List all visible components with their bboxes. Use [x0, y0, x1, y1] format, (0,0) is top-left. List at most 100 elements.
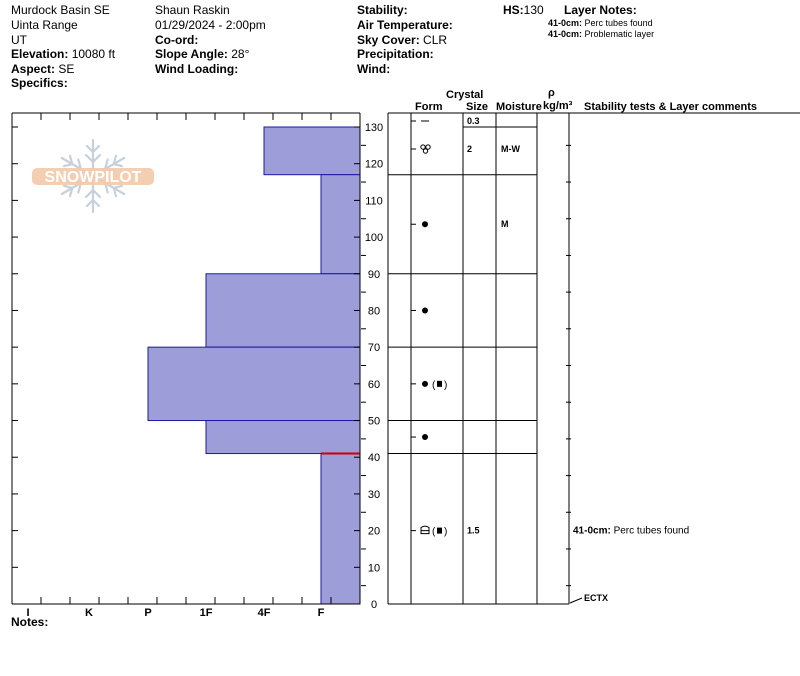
- hardness-bar: [205, 273, 361, 348]
- crystal-form-rounded-icon: [422, 221, 428, 228]
- depth-tick-label: 100: [365, 232, 383, 244]
- sky-row: Sky Cover: CLR: [357, 33, 447, 47]
- crystal-size-value: 2: [467, 144, 472, 154]
- hardness-tick-label: K: [85, 607, 93, 619]
- moisture-header: Moisture: [496, 101, 542, 113]
- crystal-form-faceted-icon: [437, 527, 442, 534]
- layer-comment-text: Perc tubes found: [614, 526, 690, 537]
- moisture-value: M: [501, 219, 509, 229]
- depth-tick-label: 120: [365, 159, 383, 171]
- hardness-tick-label: 1F: [200, 607, 213, 619]
- location-name: Murdock Basin SE: [11, 3, 110, 17]
- air-temp-label: Air Temperature:: [357, 18, 453, 32]
- crystal-form-melt-icon: [420, 144, 426, 150]
- depth-tick-label: 130: [365, 122, 383, 134]
- slope-row: Slope Angle: 28°: [155, 47, 249, 61]
- coord-label: Co-ord:: [155, 33, 199, 47]
- layer-comment: 41-0cm: Perc tubes found: [573, 526, 689, 537]
- sky-value: CLR: [423, 33, 448, 47]
- crystal-form-rounded-icon: [422, 380, 428, 387]
- hardness-tick-label: P: [144, 607, 151, 619]
- crystal-form-depth-hoar-icon: [420, 525, 430, 535]
- depth-tick-label: 0: [371, 599, 377, 611]
- notes-label: Notes:: [11, 615, 49, 629]
- precip-label: Precipitation:: [357, 47, 434, 61]
- crystal-form-paren: ): [444, 527, 447, 538]
- slope-label: Slope Angle:: [155, 47, 228, 61]
- depth-tick-label: 20: [368, 526, 380, 538]
- layer-comment-depth: 41-0cm:: [573, 526, 614, 537]
- comments-column: 41-0cm: Perc tubes found ECTX: [569, 526, 689, 604]
- crystal-form-paren: ): [444, 380, 447, 391]
- crystal-form-paren: (: [432, 527, 436, 538]
- range-name: Uinta Range: [11, 18, 78, 32]
- wind-label: Wind:: [357, 62, 391, 76]
- crystal-form-paren: (: [432, 380, 436, 391]
- crystal-table: 0.3 2 M-W M () () 1.5: [387, 112, 800, 605]
- depth-tick-label: 70: [368, 342, 380, 354]
- state-name: UT: [11, 33, 27, 47]
- crystal-header: Crystal: [446, 89, 484, 101]
- hardness-tick-label: F: [318, 607, 325, 619]
- moisture-value: M-W: [501, 144, 520, 154]
- layer-note-2: 41-0cm: Problematic layer: [548, 29, 654, 40]
- crystal-form-melt-icon: [425, 144, 431, 150]
- depth-tick-label: 110: [365, 195, 383, 207]
- crystal-form-melt-icon: [422, 148, 429, 154]
- depth-tick-label: 80: [368, 305, 380, 317]
- depth-tick-label: 30: [368, 489, 380, 501]
- crystal-size-value: 1.5: [467, 526, 480, 536]
- depth-tick-label: 50: [368, 416, 380, 428]
- snowflake-icon: SNOWPILOT: [32, 138, 154, 214]
- snowpilot-logo: SNOWPILOT: [30, 138, 156, 223]
- slope-value: 28°: [231, 47, 250, 61]
- hardness-bar: [320, 453, 361, 605]
- size-header: Size: [466, 101, 489, 113]
- stability-label: Stability:: [357, 3, 408, 17]
- crystal-size-value: 0.3: [467, 116, 480, 126]
- observer-name: Shaun Raskin: [155, 3, 230, 17]
- observation-datetime: 01/29/2024 - 2:00pm: [155, 18, 266, 32]
- hardness-bar: [263, 126, 361, 176]
- depth-tick-label: 90: [368, 269, 380, 281]
- specifics-label: Specifics:: [11, 76, 68, 90]
- rho-header: ρ: [548, 87, 555, 99]
- hardness-bar: [147, 346, 361, 422]
- hs-label: HS:: [503, 3, 524, 17]
- layer-note-depth: 41-0cm:: [548, 18, 583, 28]
- depth-axis: 0 10 20 30 40 50 60 70 80 90 100 110 120 130: [361, 122, 571, 611]
- sky-label: Sky Cover:: [357, 33, 420, 47]
- aspect-label: Aspect:: [11, 62, 56, 76]
- density-unit-header: kg/m³: [543, 100, 573, 112]
- hardness-tick-label: 4F: [258, 607, 271, 619]
- crystal-form-rounded-icon: [422, 307, 428, 314]
- aspect-value: SE: [58, 62, 75, 76]
- hardness-tick-label: I: [26, 607, 29, 619]
- hardness-bar: [320, 174, 361, 275]
- depth-tick-label: 10: [368, 562, 380, 574]
- elevation-row: Elevation: 10080 ft: [11, 47, 115, 61]
- layer-notes-label: Layer Notes:: [564, 3, 637, 17]
- hardness-bars: [147, 126, 361, 605]
- aspect-row: Aspect: SE: [11, 62, 74, 76]
- layer-note-depth: 41-0cm:: [548, 29, 583, 39]
- layer-note-text: Perc tubes found: [584, 18, 653, 28]
- hardness-axis: I K P 1F 4F F: [26, 607, 324, 619]
- depth-tick-label: 60: [368, 379, 380, 391]
- crystal-form-faceted-icon: [437, 380, 442, 387]
- chart-frames: [11, 112, 361, 605]
- depth-tick-label: 40: [368, 452, 380, 464]
- stability-test-label: ECTX: [584, 593, 608, 603]
- elevation-value: 10080 ft: [71, 47, 116, 61]
- test-leader-line: [569, 597, 583, 604]
- layer-note-text: Problematic layer: [584, 29, 655, 39]
- wind-loading-label: Wind Loading:: [155, 62, 239, 76]
- hs-value: 130: [523, 3, 544, 17]
- layer-note-1: 41-0cm: Perc tubes found: [548, 18, 653, 29]
- hs-row: HS:130: [503, 3, 544, 17]
- elevation-label: Elevation:: [11, 47, 69, 61]
- logo-text: SNOWPILOT: [45, 169, 142, 186]
- comments-header: Stability tests & Layer comments: [584, 101, 758, 113]
- crystal-form-rounded-icon: [422, 434, 428, 441]
